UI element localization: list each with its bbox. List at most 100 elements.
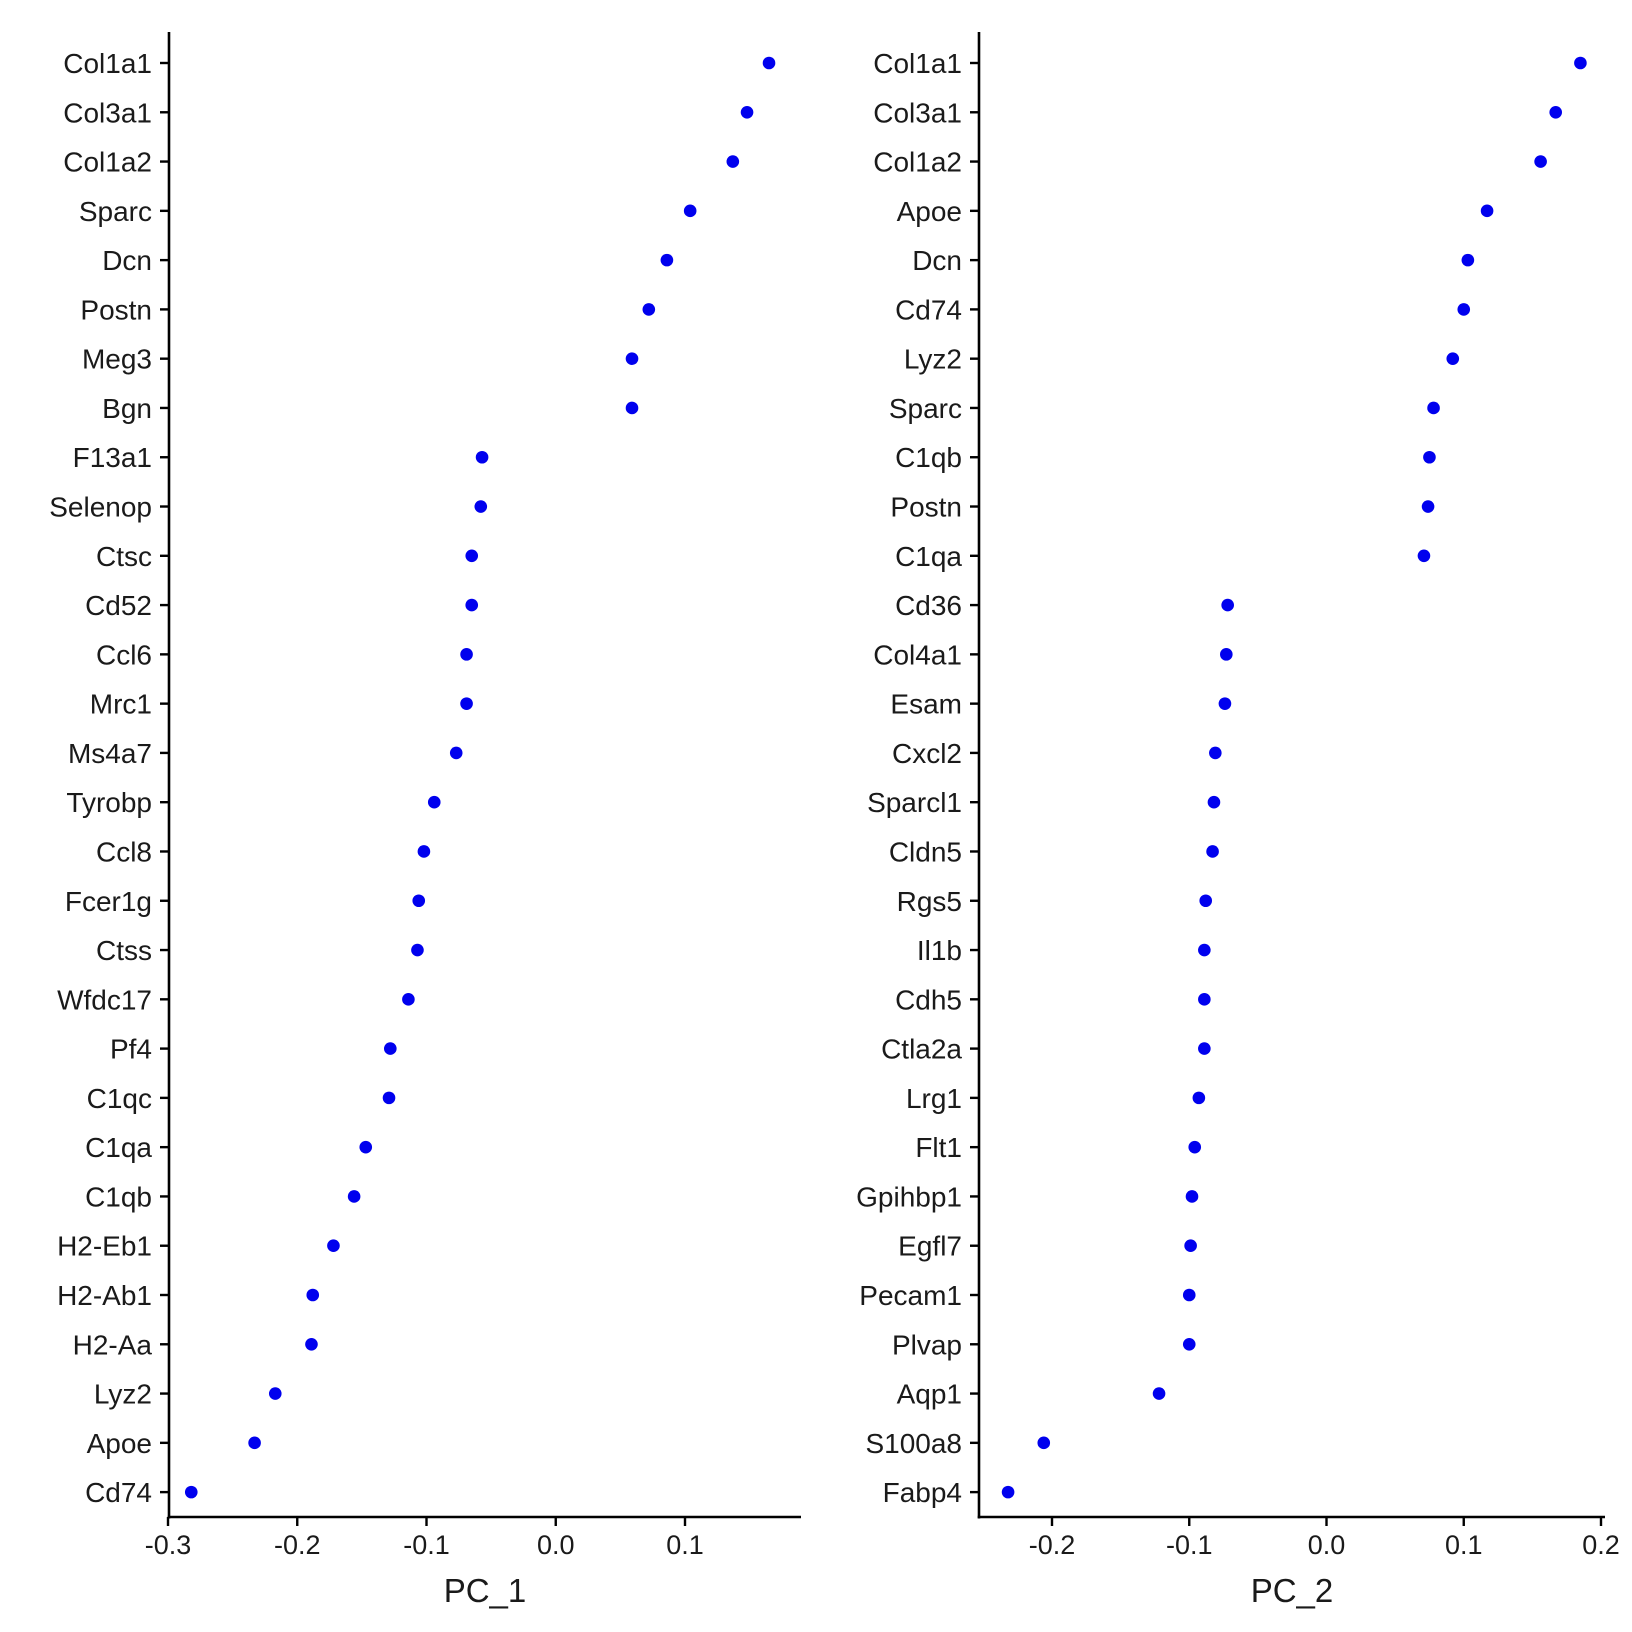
gene-label: C1qa [85,1132,152,1163]
x-tick-label: 0.1 [1445,1530,1483,1560]
loading-point [474,500,488,513]
gene-label: Apoe [897,196,962,227]
loading-point [1480,204,1494,218]
loading-point [268,1387,282,1400]
gene-label: Plvap [892,1329,962,1360]
gene-label: Tyrobp [66,787,152,818]
loading-point [412,894,426,908]
loading-point [1182,1337,1196,1351]
gene-label: Col3a1 [63,97,152,128]
gene-label: H2-Aa [73,1329,153,1360]
x-axis-title: PC_2 [1251,1572,1334,1609]
gene-label: Il1b [917,935,962,966]
x-tick-label: -0.2 [1029,1530,1076,1560]
loading-point [417,845,431,858]
loading-point [1152,1387,1166,1400]
gene-label: Mrc1 [90,689,152,720]
loading-point [1221,598,1234,612]
gene-label: Postn [890,492,962,523]
loading-point [1209,746,1222,760]
x-tick-label: 0.0 [1308,1530,1346,1560]
loading-point [1421,500,1435,513]
x-tick-label: -0.1 [403,1530,450,1560]
gene-label: Lyz2 [904,344,962,375]
x-tick-label: 0.2 [1582,1530,1620,1560]
gene-label: Esam [890,689,962,720]
loading-point [683,204,697,218]
pc2-loadings-panel: Col1a1 Col3a1 Col1a2 Apoe Dcn Cd74 Lyz2 Sparc C1… [856,32,1620,1609]
gene-label: Dcn [912,245,962,276]
x-tick-label: -0.2 [274,1530,321,1560]
loading-point [359,1140,373,1154]
x-tick-label: 0.1 [666,1530,704,1560]
loading-point [1417,549,1431,563]
gene-label: Dcn [102,245,152,276]
loading-point [449,746,463,760]
x-tick-label: -0.3 [145,1530,192,1560]
gene-label: H2-Eb1 [57,1231,152,1262]
loading-point [1220,648,1233,661]
gene-label: Lrg1 [906,1083,962,1114]
loading-point [1534,155,1547,168]
loading-point [625,352,639,365]
loading-point [1188,1140,1202,1154]
gene-label: Gpihbp1 [856,1181,962,1212]
loading-point [427,795,441,809]
gene-label: Sparc [889,393,962,424]
loading-point [382,1091,396,1105]
gene-label: Ctsc [96,541,152,572]
loading-point [475,450,489,464]
gene-label: Ctss [96,935,152,966]
loading-point [726,155,740,168]
gene-label: Ms4a7 [68,738,152,769]
loading-point [1037,1436,1051,1450]
loading-point [1207,795,1221,809]
gene-label: Apoe [87,1428,152,1459]
loading-point [306,1288,320,1302]
loading-point [1192,1091,1206,1105]
x-tick-label: 0.0 [537,1530,575,1560]
loading-point [347,1190,361,1203]
loading-point [465,549,479,563]
loading-point [465,598,479,612]
gene-label: Lyz2 [94,1379,152,1410]
loading-point [1218,697,1232,710]
gene-label: Sparcl1 [867,787,962,818]
loading-point [1423,450,1436,464]
gene-label: Wfdc17 [57,984,152,1015]
gene-label: F13a1 [73,442,152,473]
gene-label: C1qc [87,1083,152,1114]
loading-point [460,648,473,661]
gene-label: Fcer1g [65,886,152,917]
loading-point [740,105,754,119]
gene-label: Col4a1 [873,639,962,670]
gene-label: Col1a2 [873,147,962,178]
loading-point [248,1436,261,1450]
loading-point [625,401,639,415]
gene-label: Fabp4 [883,1477,962,1508]
loading-point [327,1239,340,1253]
gene-label: C1qb [85,1181,152,1212]
gene-label: Cd36 [895,590,962,621]
loading-point [1199,894,1213,908]
gene-label: Postn [80,294,152,325]
gene-label: Cdh5 [895,984,962,1015]
x-axis-title: PC_1 [444,1572,527,1609]
loading-point [1198,993,1211,1006]
loading-point [1461,253,1475,267]
gene-label: Ccl6 [96,639,152,670]
gene-label: Cxcl2 [892,738,962,769]
gene-label: Rgs5 [897,886,962,917]
loading-point [460,697,473,710]
loading-point [1198,943,1211,957]
loading-point [1001,1485,1015,1499]
loading-point [384,1042,397,1055]
gene-label: Egfl7 [898,1231,962,1262]
loading-point [762,56,776,70]
loading-point [1185,1190,1199,1203]
gene-label: Ctla2a [881,1034,962,1065]
gene-label: C1qa [895,541,962,572]
loading-point [184,1485,198,1499]
gene-label: Bgn [102,393,152,424]
